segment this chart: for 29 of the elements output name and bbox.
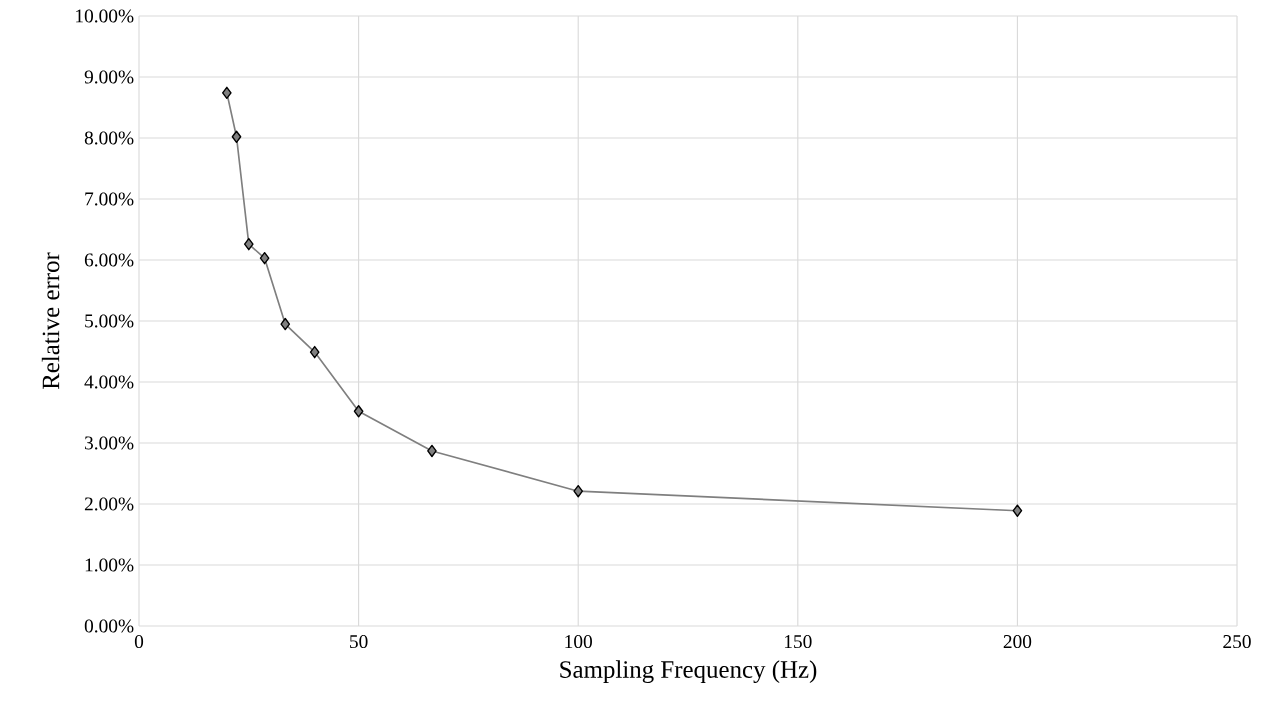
point — [231, 130, 242, 143]
point — [573, 484, 584, 498]
point — [243, 237, 254, 251]
y-tick-label: 10.00% — [76, 9, 134, 23]
y-tick-label: 1.00% — [85, 558, 134, 572]
y-tick-label: 4.00% — [84, 375, 134, 389]
x-tick-label: 100 — [565, 635, 592, 649]
point — [353, 405, 364, 418]
y-tick-label: 6.00% — [84, 253, 134, 267]
point — [222, 86, 232, 100]
point — [259, 251, 270, 265]
x-tick-label: 200 — [1003, 635, 1032, 649]
point — [280, 317, 291, 331]
x-tick-label: 150 — [784, 635, 812, 649]
x-tick-label: 250 — [1223, 635, 1251, 649]
y-tick-label: 3.00% — [85, 436, 134, 450]
y-axis-title: Relative error — [41, 252, 60, 390]
y-tick-label: 8.00% — [84, 131, 134, 145]
y-tick-label: 0.00% — [84, 619, 134, 633]
point — [1012, 504, 1023, 517]
point — [309, 345, 320, 359]
x-tick-label: 50 — [350, 635, 368, 649]
x-axis-title: Sampling Frequency (Hz) — [560, 660, 817, 684]
y-tick-label: 5.00% — [85, 314, 134, 328]
y-tick-label: 9.00% — [84, 70, 134, 84]
x-tick-label: 0 — [134, 635, 144, 649]
y-tick-label: 2.00% — [84, 497, 134, 511]
point — [427, 444, 437, 458]
y-tick-label: 7.00% — [85, 192, 134, 206]
